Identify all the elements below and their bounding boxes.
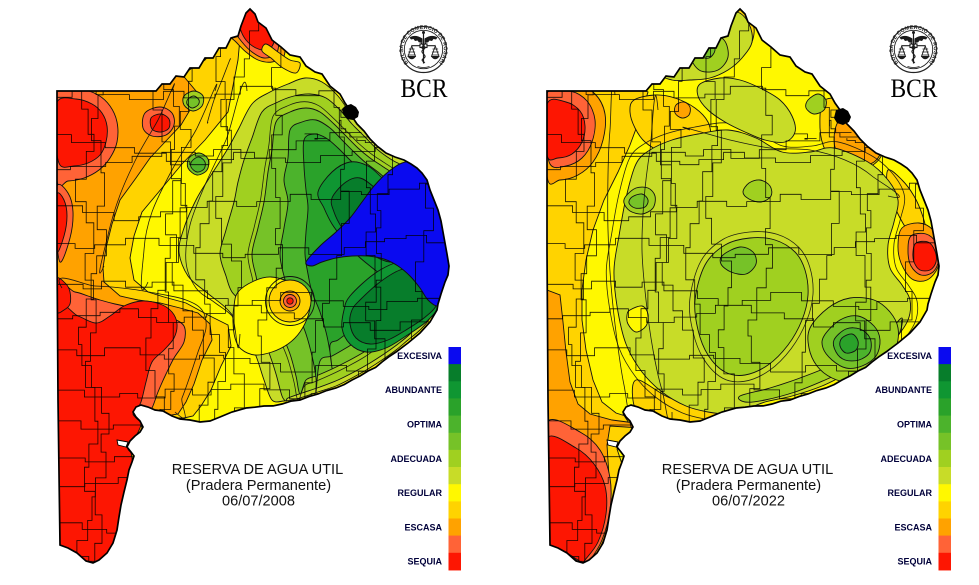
svg-text:OPTIMA: OPTIMA xyxy=(407,420,442,430)
svg-text:REGULAR: REGULAR xyxy=(398,488,443,498)
svg-text:OPTIMA: OPTIMA xyxy=(897,420,932,430)
svg-text:ABUNDANTE: ABUNDANTE xyxy=(385,385,442,395)
svg-text:EXCESIVA: EXCESIVA xyxy=(887,351,932,361)
svg-text:RESERVA DE AGUA UTIL: RESERVA DE AGUA UTIL xyxy=(172,462,343,478)
svg-text:06/07/2008: 06/07/2008 xyxy=(222,493,295,509)
svg-text:ADECUADA: ADECUADA xyxy=(881,454,933,464)
svg-text:SEQUIA: SEQUIA xyxy=(407,557,442,567)
svg-text:06/07/2022: 06/07/2022 xyxy=(712,493,785,509)
svg-text:(Pradera Permanente): (Pradera Permanente) xyxy=(186,478,331,494)
svg-text:EXCESIVA: EXCESIVA xyxy=(397,351,442,361)
svg-text:ABUNDANTE: ABUNDANTE xyxy=(875,385,932,395)
svg-text:BCR: BCR xyxy=(891,73,938,103)
svg-text:(Pradera Permanente): (Pradera Permanente) xyxy=(676,478,821,494)
svg-text:REGULAR: REGULAR xyxy=(888,488,933,498)
svg-text:ADECUADA: ADECUADA xyxy=(391,454,443,464)
svg-text:RESERVA DE AGUA UTIL: RESERVA DE AGUA UTIL xyxy=(662,462,833,478)
svg-text:BCR: BCR xyxy=(401,73,448,103)
svg-text:ESCASA: ESCASA xyxy=(404,522,442,532)
svg-text:SEQUIA: SEQUIA xyxy=(897,557,932,567)
svg-text:ESCASA: ESCASA xyxy=(894,522,932,532)
